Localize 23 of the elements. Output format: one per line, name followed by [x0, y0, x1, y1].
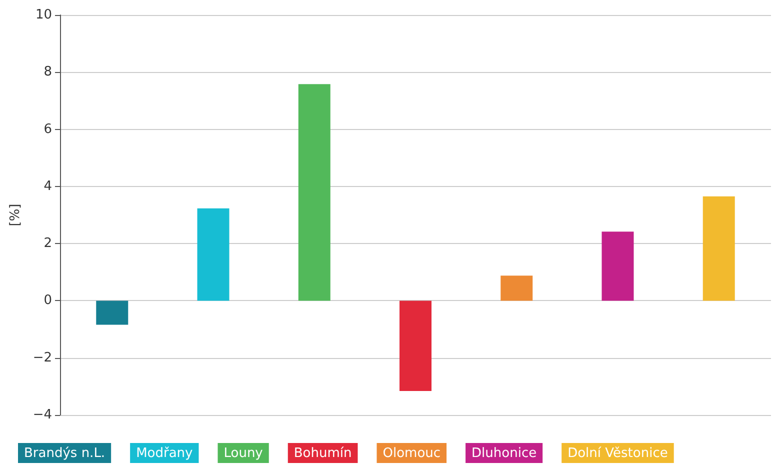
y-tick-label: 8: [44, 64, 52, 80]
y-tick-label: 6: [44, 122, 52, 137]
text: Olomouc: [382, 446, 441, 461]
bar: [702, 196, 735, 301]
bar: [602, 232, 634, 301]
bar: [298, 84, 330, 301]
text: Louny: [224, 446, 264, 461]
bar: [96, 300, 128, 325]
bar: [197, 208, 230, 301]
y-axis-title: [%]: [8, 204, 23, 226]
y-tick-label: 0: [44, 293, 52, 308]
text: Bohumín: [294, 446, 352, 461]
y-tick-label: 2: [44, 236, 52, 252]
y-tick-label: −2: [32, 350, 52, 366]
y-tick-label: 4: [44, 178, 52, 194]
text: Brandýs n.L.: [24, 446, 106, 461]
text: Dluhonice: [472, 446, 537, 461]
text: Modřany: [136, 446, 194, 461]
text: Dolní Věstonice: [568, 446, 668, 461]
bar: [500, 276, 533, 301]
bar: [400, 300, 432, 391]
y-tick-label: 10: [35, 8, 52, 22]
y-tick-label: −4: [32, 408, 52, 422]
